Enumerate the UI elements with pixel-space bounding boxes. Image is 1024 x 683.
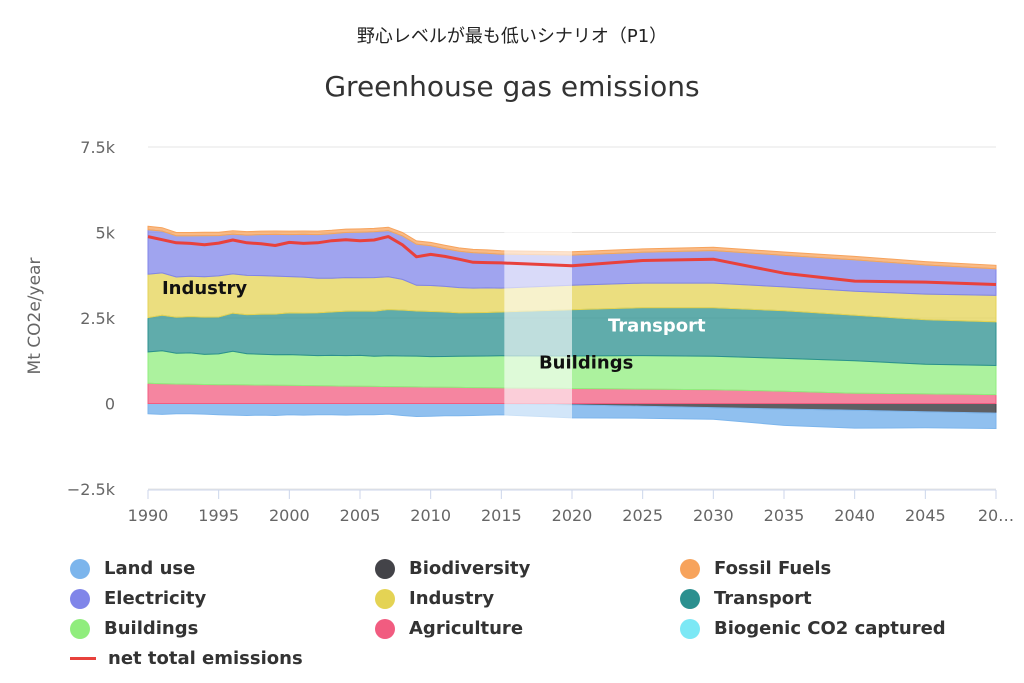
line-layer[interactable]	[147, 235, 997, 286]
legend-dot-icon	[375, 588, 395, 609]
y-axis-title: Mt CO2e/year	[25, 258, 45, 375]
x-tick-label: 1990	[128, 506, 169, 525]
area-label-industry: Industry	[162, 278, 247, 299]
legend-dot-icon	[375, 618, 395, 639]
axis-layer: −2.5k 0 2.5k 5k 7.5k 1990 1995 2000 2005 2010 2015…	[25, 138, 1014, 525]
legend-item-transport[interactable]: Transport	[680, 588, 812, 609]
legend-dot-icon	[70, 588, 90, 609]
x-tick-label: 2025	[622, 506, 663, 525]
legend-dot-icon	[375, 558, 395, 579]
legend-item-fossil-fuels[interactable]: Fossil Fuels	[680, 558, 831, 579]
chart-subtitle: 野心レベルが最も低いシナリオ（P1）	[356, 26, 668, 47]
legend-label: Biodiversity	[409, 558, 531, 579]
legend-label: net total emissions	[108, 648, 303, 669]
legend-label: Land use	[104, 558, 196, 579]
legend-item-biodiversity[interactable]: Biodiversity	[375, 558, 530, 579]
emissions-chart[interactable]: Industry Transport Buildings −2.5k 0 2.5k 5k 7…	[0, 0, 1024, 545]
y-tick-label: 5k	[96, 224, 116, 243]
area-label-buildings: Buildings	[539, 353, 633, 374]
x-tick-label: 20…	[978, 506, 1014, 525]
highlight-band-layer	[504, 229, 572, 423]
legend-item-agriculture[interactable]: Agriculture	[375, 618, 523, 639]
x-tick-label: 2020	[552, 506, 593, 525]
legend-dot-icon	[70, 618, 90, 639]
legend-item-net-total-emissions[interactable]: net total emissions	[70, 648, 303, 669]
legend-item-land-use[interactable]: Land use	[70, 558, 195, 579]
x-tick-label: 2015	[481, 506, 522, 525]
legend-label: Buildings	[104, 618, 199, 639]
x-tick-label: 1995	[198, 506, 239, 525]
highlight-band	[504, 229, 572, 423]
legend-item-buildings[interactable]: Buildings	[70, 618, 198, 639]
legend-dot-icon	[680, 558, 700, 579]
legend-label: Transport	[714, 588, 812, 609]
legend-item-industry[interactable]: Industry	[375, 588, 494, 609]
legend-item-biogenic-co2-captured[interactable]: Biogenic CO2 captured	[680, 618, 946, 639]
x-tick-label: 2040	[834, 506, 875, 525]
legend-label: Industry	[409, 588, 495, 609]
y-tick-label: −2.5k	[67, 480, 116, 499]
legend-dot-icon	[680, 588, 700, 609]
legend-label: Fossil Fuels	[714, 558, 832, 579]
y-tick-label: 0	[105, 395, 115, 414]
area-fossil-fuels[interactable]	[147, 225, 997, 270]
legend-line-marker	[70, 657, 96, 660]
x-tick-label: 2045	[905, 506, 946, 525]
x-tick-label: 2010	[410, 506, 451, 525]
x-tick-label: 2030	[693, 506, 734, 525]
legend-label: Biogenic CO2 captured	[714, 618, 946, 639]
x-tick-label: 2035	[764, 506, 805, 525]
x-tick-label: 2000	[269, 506, 310, 525]
x-tick-label: 2005	[340, 506, 381, 525]
legend-label: Electricity	[104, 588, 207, 609]
legend-item-electricity[interactable]: Electricity	[70, 588, 206, 609]
area-label-transport: Transport	[608, 316, 706, 337]
legend-label: Agriculture	[409, 618, 524, 639]
legend-dot-icon	[70, 558, 90, 579]
chart-title: Greenhouse gas emissions	[324, 70, 700, 103]
legend-dot-icon	[680, 618, 700, 639]
y-tick-label: 7.5k	[80, 138, 115, 157]
y-tick-label: 2.5k	[80, 309, 115, 328]
net-total-emissions-line[interactable]	[147, 235, 997, 286]
area-label-layer: Industry Transport Buildings	[162, 278, 706, 374]
